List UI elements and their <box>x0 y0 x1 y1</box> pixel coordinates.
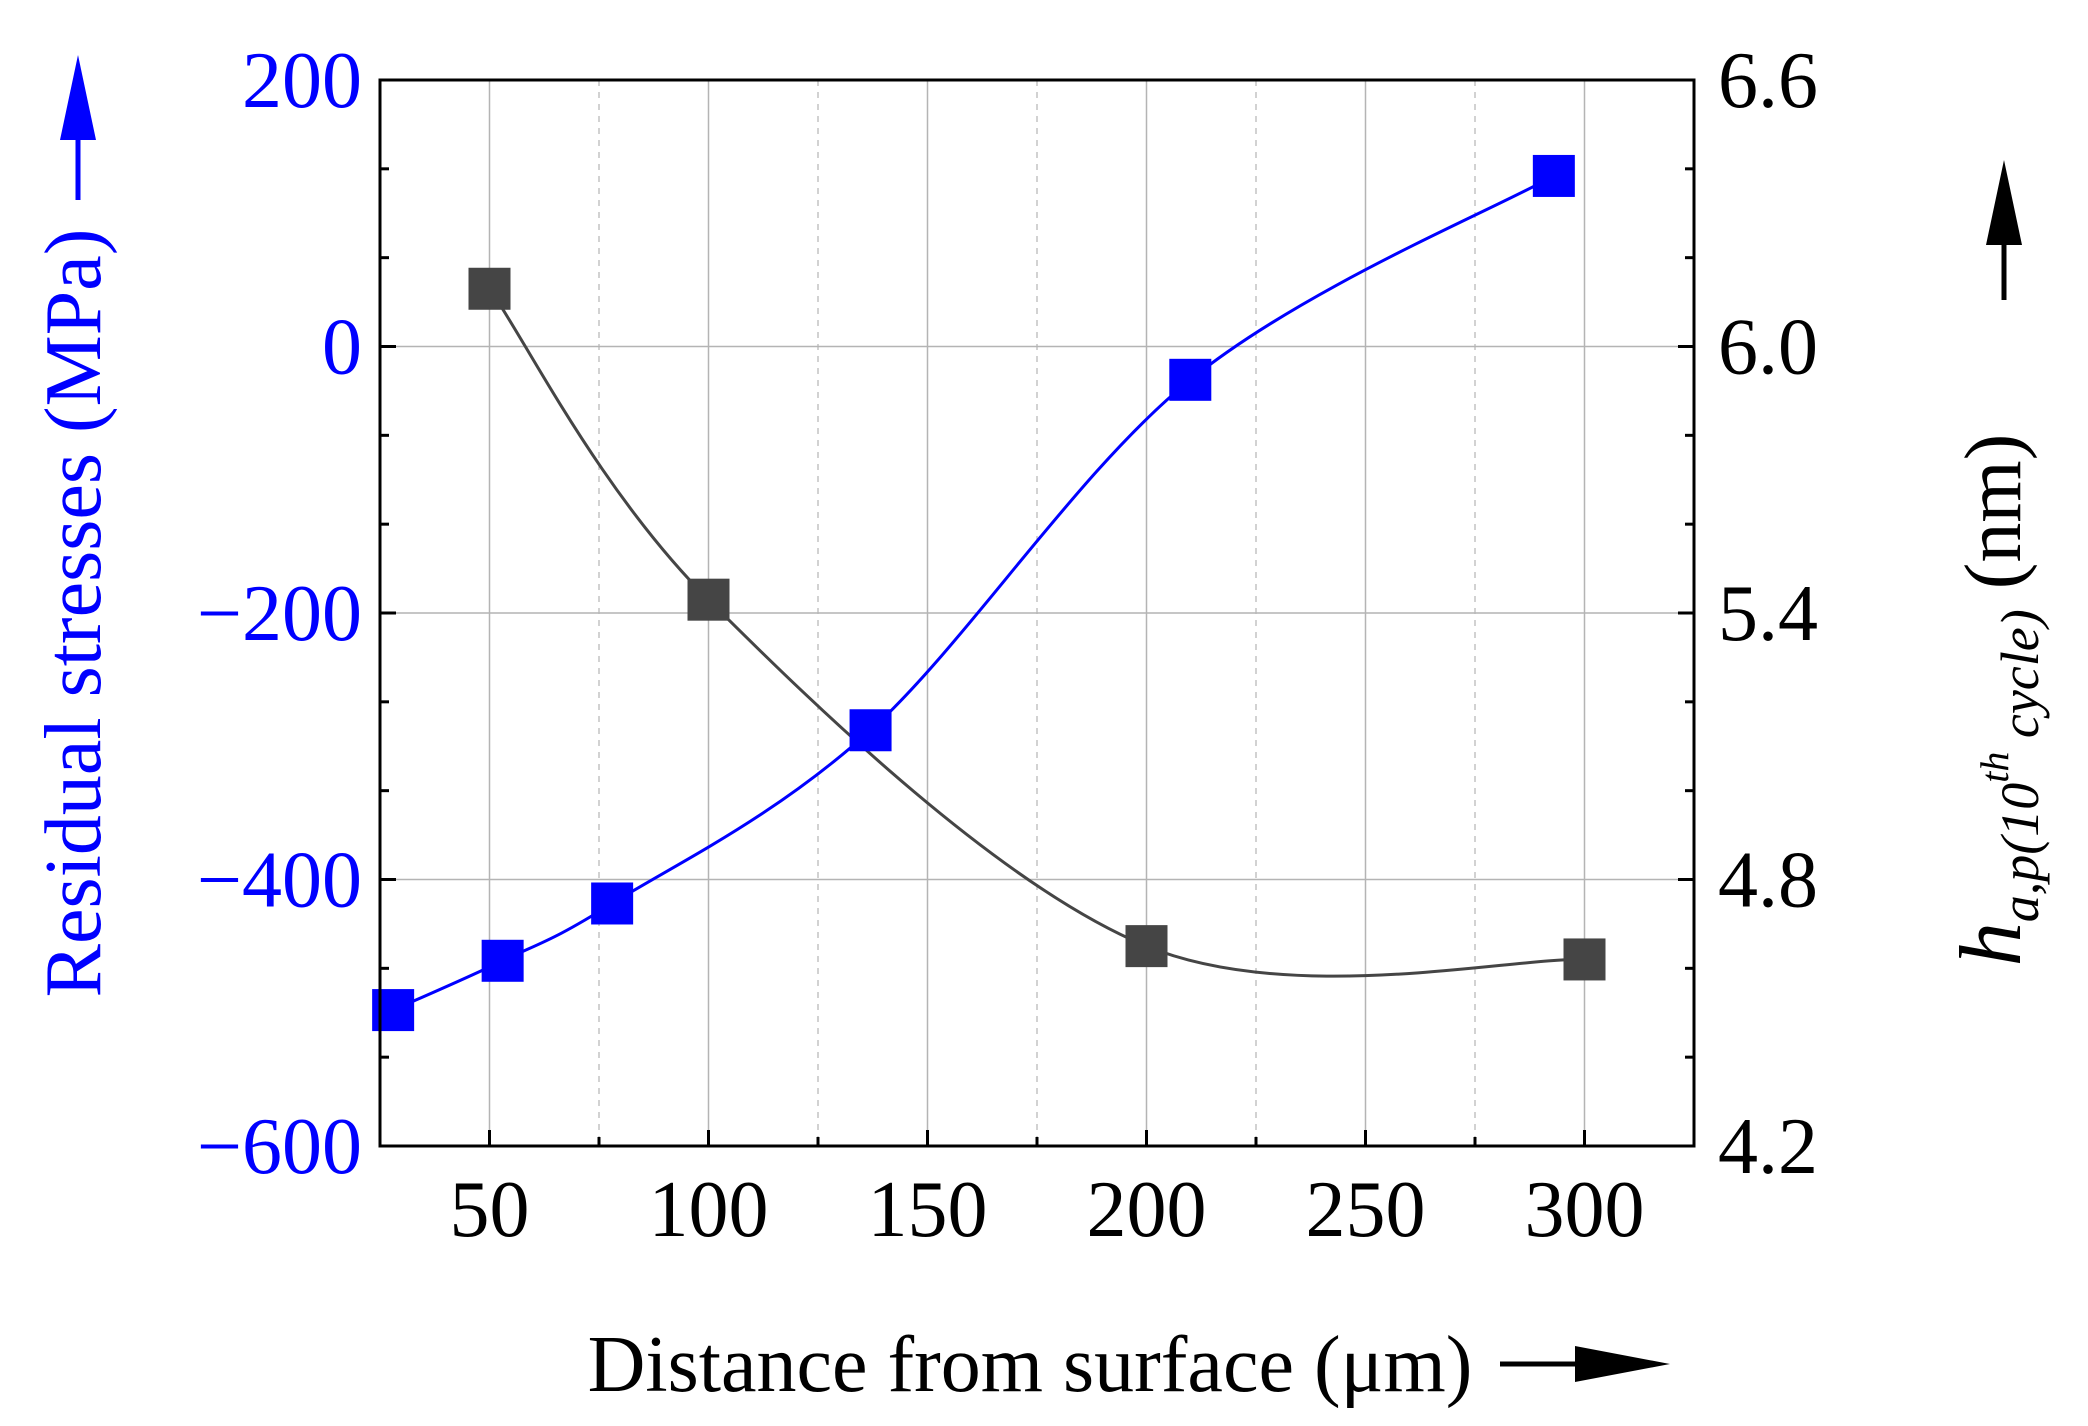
y-left-axis-title: Residual stresses (MPa) <box>30 229 118 998</box>
y-right-tick-label: 5.4 <box>1718 570 1818 658</box>
y-left-tick-label: −400 <box>197 837 362 925</box>
residual-stress-point <box>372 989 415 1032</box>
y-right-tick-label: 4.8 <box>1718 837 1818 925</box>
hap-point <box>687 578 730 621</box>
x-tick-label: 300 <box>1525 1166 1645 1254</box>
y-right-title-superscript: th <box>1972 752 2017 783</box>
fit-curves <box>392 174 1585 1012</box>
x-tick-label: 200 <box>1087 1166 1207 1254</box>
x-axis-arrow-icon <box>1500 1346 1670 1382</box>
x-tick-label: 100 <box>649 1166 769 1254</box>
residual-stress-point <box>1532 154 1575 197</box>
residual-stress-point <box>591 882 634 925</box>
residual-stress-curve <box>392 174 1555 1012</box>
axis-ticks <box>380 78 1694 1148</box>
y-right-axis-arrow-icon <box>1986 160 2022 300</box>
hap-curve <box>488 287 1585 978</box>
x-tick-label: 50 <box>450 1166 530 1254</box>
residual-stress-point <box>1169 358 1212 401</box>
x-tick-label: 250 <box>1306 1166 1426 1254</box>
y-left-tick-label: −200 <box>197 570 362 658</box>
hap-point <box>1125 925 1168 968</box>
x-axis-title: Distance from surface (μm) <box>588 1321 1473 1409</box>
y-right-title-subscript: a,p(10 <box>1990 783 2050 922</box>
data-points <box>372 154 1606 1032</box>
y-right-axis-title: ha,p(10th cycle) (nm) <box>1943 434 2050 966</box>
tick-labels: 50 100 150 200 250 300 −600 −400 −200 0 200 4.2 4.8 5… <box>197 37 1818 1254</box>
y-left-tick-label: 0 <box>322 304 362 392</box>
grid <box>380 79 1694 1147</box>
y-right-tick-label: 6.6 <box>1718 37 1818 125</box>
y-left-tick-label: 200 <box>242 37 362 125</box>
y-right-tick-label: 6.0 <box>1718 304 1818 392</box>
y-right-tick-label: 4.2 <box>1718 1103 1818 1191</box>
hap-point <box>468 267 511 310</box>
x-tick-label: 150 <box>868 1166 988 1254</box>
y-right-title-main: h <box>1943 922 2040 966</box>
y-right-title-unit: (nm) <box>1950 434 2038 610</box>
residual-stress-point <box>481 939 524 982</box>
hap-point <box>1563 938 1606 981</box>
y-left-axis-arrow-icon <box>60 55 96 200</box>
residual-stress-point <box>849 709 892 752</box>
y-right-title-subscript-tail: cycle) <box>1990 609 2050 751</box>
y-left-tick-label: −600 <box>197 1103 362 1191</box>
